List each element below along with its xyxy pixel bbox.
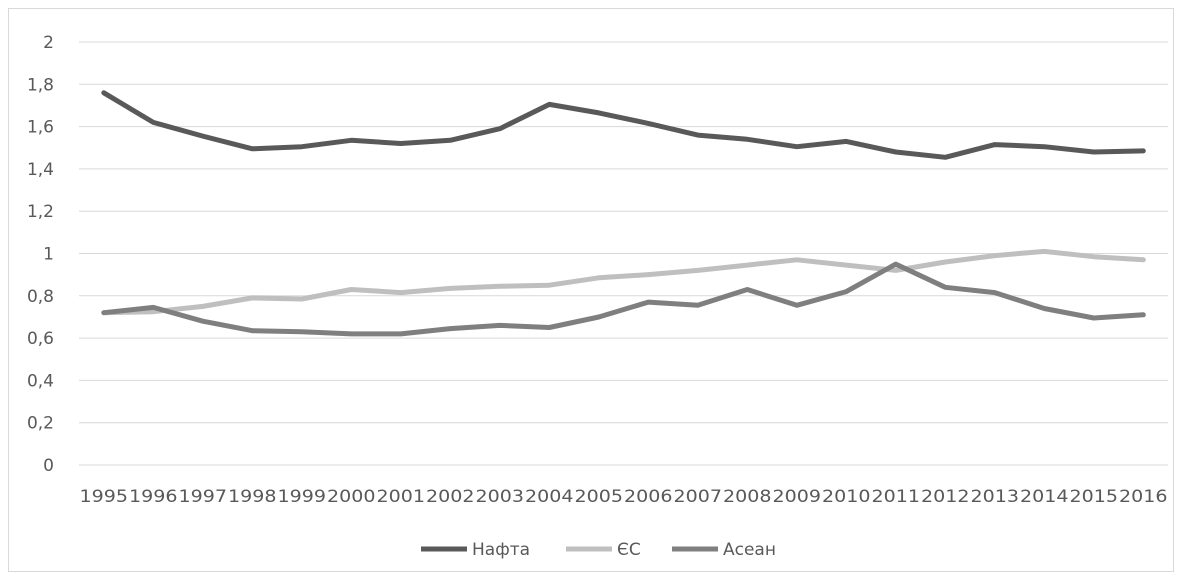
x-tick-label: 1999 bbox=[278, 487, 327, 507]
series-line-2 bbox=[101, 248, 1146, 316]
x-tick-label: 2007 bbox=[674, 487, 723, 507]
x-tick-label: 2014 bbox=[1020, 487, 1069, 507]
y-tick-label: 1,6 bbox=[27, 118, 54, 138]
x-tick-label: 2009 bbox=[773, 487, 822, 507]
legend-label: Нафта bbox=[472, 540, 530, 560]
y-tick-label: 0 bbox=[43, 456, 54, 476]
y-tick-label: 0,4 bbox=[27, 371, 54, 391]
x-tick-label: 2004 bbox=[525, 487, 574, 507]
x-tick-label: 2010 bbox=[822, 487, 871, 507]
x-tick-label: 2001 bbox=[377, 487, 426, 507]
y-tick-label: 2 bbox=[43, 33, 54, 53]
x-tick-label: 2015 bbox=[1070, 487, 1119, 507]
x-tick-label: 2006 bbox=[624, 487, 673, 507]
y-tick-label: 1,8 bbox=[27, 75, 54, 95]
y-tick-label: 0,8 bbox=[27, 287, 54, 307]
legend-label: Асеан bbox=[723, 540, 776, 560]
gridlines bbox=[79, 41, 1168, 466]
x-tick-label: 2003 bbox=[476, 487, 525, 507]
y-tick-label: 1 bbox=[43, 245, 54, 265]
x-tick-label: 2012 bbox=[921, 487, 970, 507]
x-tick-label: 2011 bbox=[872, 487, 921, 507]
y-axis-ticks: 0 0,2 0,4 0,6 0,8 1 1,2 1,4 1,6 1,8 2 bbox=[27, 33, 54, 476]
x-tick-label: 2002 bbox=[426, 487, 475, 507]
x-tick-label: 1995 bbox=[80, 487, 129, 507]
x-tick-label: 2005 bbox=[575, 487, 624, 507]
x-axis-ticks: 1995 1996 1997 1998 1999 2000 2001 2002 2003 2004… bbox=[80, 487, 1168, 507]
legend: Нафта ЄС Асеан bbox=[421, 540, 776, 560]
y-tick-label: 1,2 bbox=[27, 202, 54, 222]
y-tick-label: 0,6 bbox=[27, 329, 54, 349]
series-line-3 bbox=[101, 261, 1146, 337]
x-tick-label: 2000 bbox=[327, 487, 376, 507]
series-line-1 bbox=[101, 90, 1146, 160]
x-tick-label: 2008 bbox=[723, 487, 772, 507]
legend-label: ЄС bbox=[617, 540, 641, 560]
x-tick-label: 2016 bbox=[1119, 487, 1168, 507]
x-tick-label: 1997 bbox=[179, 487, 228, 507]
y-tick-label: 1,4 bbox=[27, 160, 54, 180]
x-tick-label: 1998 bbox=[228, 487, 277, 507]
y-tick-label: 0,2 bbox=[27, 414, 54, 434]
series-lines bbox=[101, 90, 1146, 337]
x-tick-label: 1996 bbox=[129, 487, 178, 507]
x-tick-label: 2013 bbox=[971, 487, 1020, 507]
